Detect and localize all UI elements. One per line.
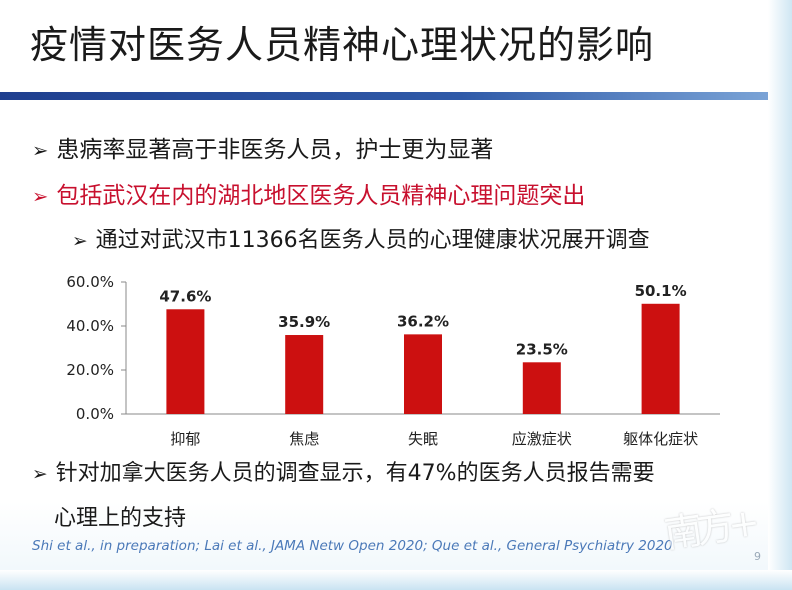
data-label: 47.6% bbox=[159, 287, 211, 305]
bar bbox=[522, 362, 561, 414]
y-tick-label: 20.0% bbox=[66, 361, 114, 379]
bullet-arrow-icon: ➢ bbox=[32, 464, 48, 485]
bullet-arrow-icon: ➢ bbox=[72, 231, 88, 252]
bullet-1: ➢ 患病率显著高于非医务人员，护士更为显著 bbox=[32, 130, 493, 164]
bullet-3: ➢ 针对加拿大医务人员的调查显示，有47%的医务人员报告需要 bbox=[32, 455, 655, 487]
bullet-3-continuation: 心理上的支持 bbox=[54, 506, 187, 531]
category-label: 抑郁 bbox=[170, 430, 200, 448]
bar bbox=[166, 309, 205, 414]
y-tick-label: 40.0% bbox=[66, 317, 114, 335]
data-label: 23.5% bbox=[516, 340, 568, 358]
bullet-1-text: 患病率显著高于非医务人员，护士更为显著 bbox=[56, 137, 494, 163]
citation: Shi et al., in preparation; Lai et al., … bbox=[32, 538, 673, 554]
data-label: 36.2% bbox=[397, 312, 449, 330]
page-number: 9 bbox=[754, 550, 761, 563]
bullet-3-text: 针对加拿大医务人员的调查显示，有47%的医务人员报告需要 bbox=[55, 461, 655, 486]
bar bbox=[285, 335, 324, 414]
category-label: 焦虑 bbox=[289, 430, 319, 448]
title-rule bbox=[0, 92, 768, 100]
slide-edge-decoration bbox=[768, 0, 792, 590]
bullet-2-text: 包括武汉在内的湖北地区医务人员精神心理问题突出 bbox=[56, 183, 586, 209]
bullet-arrow-icon: ➢ bbox=[32, 139, 49, 162]
bullet-arrow-icon: ➢ bbox=[32, 185, 49, 208]
y-tick-label: 60.0% bbox=[66, 273, 114, 291]
bar bbox=[404, 334, 442, 414]
slide-title: 疫情对医务人员精神心理状况的影响 bbox=[30, 23, 655, 67]
data-label: 50.1% bbox=[635, 282, 687, 300]
sub-bullet-1: ➢ 通过对武汉市11366名医务人员的心理健康状况展开调查 bbox=[72, 222, 650, 254]
y-tick-label: 0.0% bbox=[76, 405, 114, 423]
bar-chart: 0.0% 20.0% 40.0% 60.0% 47.6% 抑郁 35.9% 焦虑 36.2% 失眠… bbox=[66, 273, 720, 448]
category-label: 失眠 bbox=[408, 430, 438, 448]
category-label: 躯体化症状 bbox=[623, 430, 698, 448]
bullet-2: ➢ 包括武汉在内的湖北地区医务人员精神心理问题突出 bbox=[32, 176, 585, 210]
category-label: 应激症状 bbox=[512, 430, 572, 448]
slide-bottom-decoration bbox=[0, 570, 792, 590]
sub-bullet-1-text: 通过对武汉市11366名医务人员的心理健康状况展开调查 bbox=[95, 228, 650, 253]
data-label: 35.9% bbox=[278, 313, 330, 331]
bar bbox=[641, 303, 680, 414]
